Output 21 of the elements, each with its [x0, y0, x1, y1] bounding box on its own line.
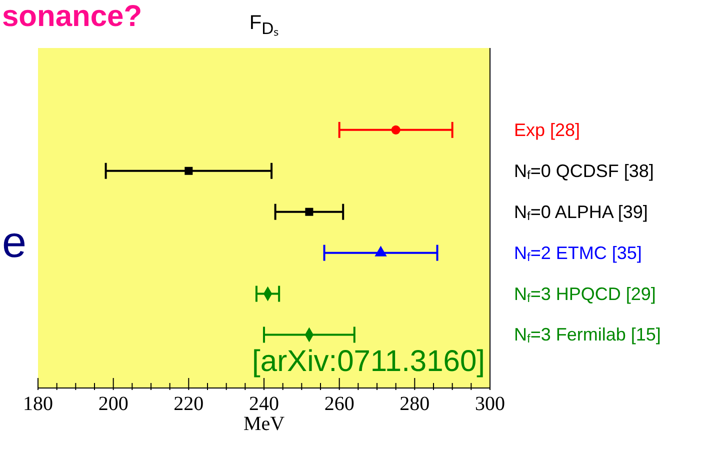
chart-title: F$_{Dₛ}$ [249, 12, 279, 38]
y-tick-label: N$_{f}$=3 Fermilab [15] [514, 324, 661, 346]
y-tick-label: N$_{f}$=2 ETMC [35] [514, 242, 642, 264]
text: e [2, 218, 26, 268]
x-tick-label: 180 [23, 393, 53, 415]
point [391, 125, 400, 134]
y-tick-label: N$_{f}$=0 ALPHA [39] [514, 202, 648, 222]
y-tick-label: N$_{f}$=0 QCDSF [38] [514, 160, 654, 182]
note: [arXiv:0711.3160] [252, 345, 485, 379]
x-tick-label: 260 [324, 393, 354, 415]
x-tick-label: 240 [249, 393, 279, 415]
y-tick-label: N$_{f}$=3 HPQCD [29] [514, 284, 656, 304]
point [184, 166, 193, 175]
x-tick-label: 300 [475, 393, 505, 415]
x-axis-title: MeV [243, 413, 286, 436]
text: sonance? [2, 0, 142, 34]
x-tick-label: 280 [400, 393, 430, 415]
x-tick-label: 220 [174, 393, 204, 415]
point [305, 208, 314, 216]
y-tick-label: Exp [28] [514, 120, 580, 140]
x-tick-label: 200 [98, 393, 128, 415]
